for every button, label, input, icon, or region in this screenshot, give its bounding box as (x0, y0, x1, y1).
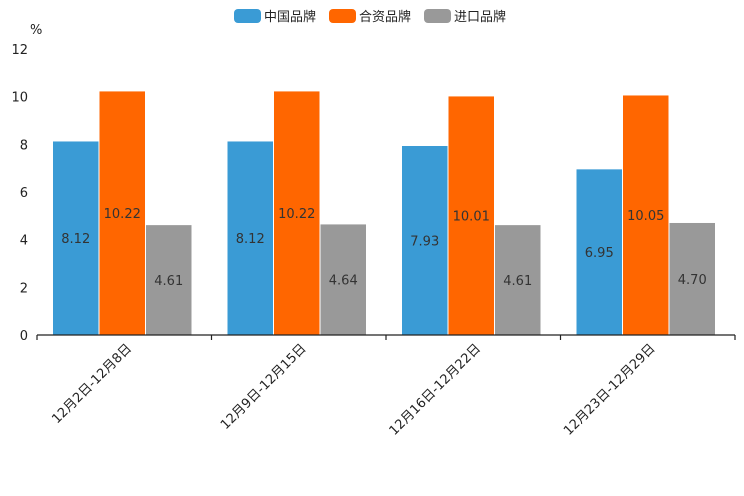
y-tick-label: 4 (20, 234, 28, 249)
bar[interactable] (669, 222, 716, 335)
bar-value-label: 10.22 (104, 207, 141, 222)
bar[interactable] (227, 141, 274, 335)
bar-value-label: 7.93 (410, 235, 439, 250)
bar[interactable] (320, 224, 367, 335)
x-tick-label: 12月23日-12月29日 (561, 341, 658, 438)
legend-label[interactable]: 进口品牌 (454, 9, 506, 25)
y-tick-label: 12 (11, 43, 28, 58)
bar[interactable] (53, 141, 99, 335)
bar-value-label: 6.95 (585, 246, 614, 261)
bar[interactable] (576, 169, 623, 335)
legend-swatch[interactable] (234, 9, 261, 23)
y-axis: 0 2 4 6 8 10 12 (11, 43, 28, 344)
bar[interactable] (495, 225, 541, 335)
bar[interactable] (623, 95, 669, 335)
x-tick-label: 12月9日-12月15日 (218, 341, 310, 433)
legend-swatch[interactable] (424, 9, 451, 23)
legend: 中国品牌 合资品牌 进口品牌 (234, 9, 506, 25)
x-tick-label: 12月2日-12月8日 (49, 341, 135, 427)
bar-value-label: 4.61 (503, 274, 532, 289)
bar[interactable] (402, 146, 448, 335)
y-tick-label: 0 (20, 329, 28, 344)
bar-value-label: 4.64 (329, 274, 358, 289)
bar-value-label: 4.61 (154, 274, 183, 289)
bar-value-label: 8.12 (236, 232, 265, 247)
bar-value-label: 8.12 (61, 232, 90, 247)
y-tick-label: 6 (20, 186, 28, 201)
bar[interactable] (99, 91, 146, 335)
x-axis: 12月2日-12月8日 12月9日-12月15日 12月16日-12月22日 12月2… (36, 334, 736, 439)
bars: 8.12 10.22 4.61 8.12 10.22 4.64 7.93 10.01 4.61 6… (53, 91, 715, 335)
legend-label[interactable]: 合资品牌 (359, 9, 411, 25)
bar[interactable] (146, 225, 192, 335)
bar[interactable] (448, 96, 495, 335)
y-tick-label: 2 (20, 281, 28, 296)
bar-value-label: 10.05 (627, 209, 664, 224)
legend-label[interactable]: 中国品牌 (264, 9, 316, 25)
bar[interactable] (274, 91, 320, 335)
x-tick-label: 12月16日-12月22日 (387, 341, 484, 438)
y-tick-label: 10 (11, 91, 28, 106)
bar-value-label: 4.70 (678, 273, 707, 288)
y-axis-unit-label: % (30, 23, 42, 38)
legend-swatch[interactable] (329, 9, 356, 23)
bar-value-label: 10.22 (278, 207, 315, 222)
y-tick-label: 8 (20, 138, 28, 153)
bar-value-label: 10.01 (453, 210, 490, 225)
